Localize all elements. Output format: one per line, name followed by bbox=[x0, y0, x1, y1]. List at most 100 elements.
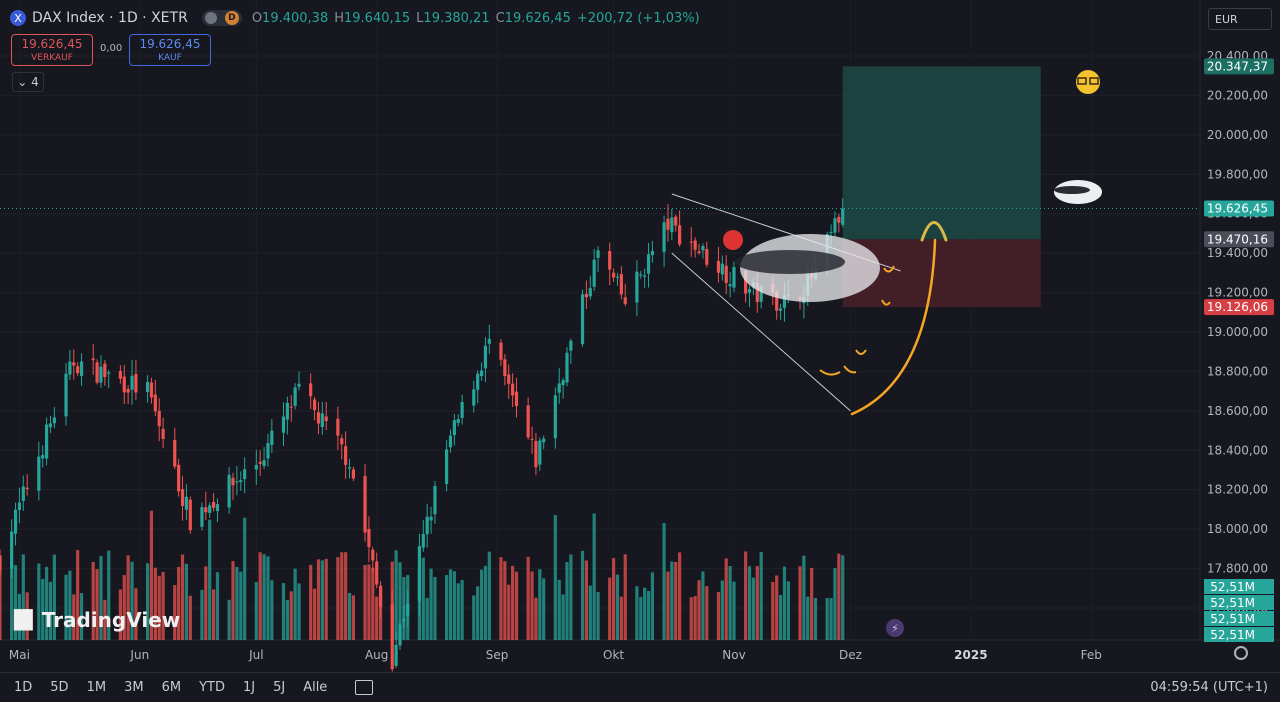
chart-header: X DAX Index · 1D · XETR D O19.400,38 H19… bbox=[10, 8, 706, 28]
volume-bar bbox=[184, 563, 189, 640]
ohlc-high: H19.640,15 bbox=[334, 10, 411, 26]
candle-body bbox=[266, 443, 270, 459]
sell-button[interactable]: 19.626,45 VERKAUF bbox=[11, 34, 93, 66]
flash-icon[interactable]: ⚡ bbox=[886, 619, 904, 637]
candle-body bbox=[363, 476, 367, 533]
candle-body bbox=[344, 446, 348, 465]
volume-bar bbox=[643, 587, 647, 640]
volume-bar bbox=[499, 557, 503, 640]
candle-body bbox=[584, 293, 589, 298]
candle-body bbox=[646, 254, 651, 274]
candle-body bbox=[445, 449, 449, 485]
timeframe-alle[interactable]: Alle bbox=[303, 680, 328, 695]
delay-badge: D bbox=[224, 11, 239, 25]
candle-body bbox=[565, 352, 569, 383]
candle-body bbox=[511, 383, 515, 396]
x-tick-label: 2025 bbox=[954, 648, 987, 662]
market-status-toggle[interactable]: D bbox=[201, 10, 242, 26]
volume-bar bbox=[107, 550, 111, 640]
volume-bar bbox=[25, 592, 29, 640]
volume-bar bbox=[526, 556, 530, 640]
gear-icon[interactable] bbox=[1234, 646, 1248, 660]
candle-body bbox=[227, 474, 231, 508]
candle-body bbox=[611, 272, 616, 278]
timeframe-5d[interactable]: 5D bbox=[50, 680, 69, 695]
timeframe-1d[interactable]: 1D bbox=[14, 680, 33, 695]
candle-body bbox=[188, 499, 192, 531]
tradingview-watermark: █▌ TradingView bbox=[14, 608, 181, 632]
candle-body bbox=[371, 549, 375, 561]
badger-stripe bbox=[735, 250, 845, 274]
timeframe-1m[interactable]: 1M bbox=[86, 680, 107, 695]
candle-body bbox=[235, 481, 239, 483]
volume-bar bbox=[351, 595, 355, 640]
candle-body bbox=[619, 274, 623, 295]
candle-body bbox=[262, 460, 266, 466]
y-tick-label: 20.000,00 bbox=[1207, 128, 1268, 142]
candle-body bbox=[778, 308, 783, 311]
candle-body bbox=[285, 402, 289, 420]
volume-bar bbox=[231, 561, 235, 640]
volume-bar bbox=[285, 599, 289, 640]
buy-button[interactable]: 19.626,45 KAUF bbox=[129, 34, 211, 66]
volume-bar bbox=[565, 561, 569, 640]
candle-body bbox=[37, 456, 41, 491]
symbol-title[interactable]: DAX Index · 1D · XETR bbox=[32, 10, 188, 26]
volume-bar bbox=[472, 595, 476, 640]
volume-bar bbox=[122, 575, 126, 640]
candle-body bbox=[553, 395, 557, 439]
volume-bar bbox=[716, 592, 721, 640]
volume-bar bbox=[732, 581, 736, 640]
indicator-toggle[interactable]: ⌄ 4 bbox=[12, 72, 44, 92]
clock[interactable]: 04:59:54 (UTC+1) bbox=[1150, 680, 1268, 695]
candle-body bbox=[650, 251, 655, 256]
currency-select[interactable]: EUR bbox=[1208, 8, 1272, 30]
volume-bar bbox=[775, 575, 779, 640]
currency-label: EUR bbox=[1215, 12, 1238, 26]
candle-body bbox=[732, 266, 736, 288]
timeframe-6m[interactable]: 6M bbox=[161, 680, 182, 695]
candle-body bbox=[68, 361, 72, 375]
candle-body bbox=[755, 282, 759, 302]
annotation-tick bbox=[843, 365, 857, 374]
candle-body bbox=[720, 263, 724, 275]
volume-bar bbox=[402, 577, 406, 640]
volume-bar bbox=[227, 599, 231, 640]
volume-bar bbox=[161, 571, 165, 640]
timeframe-5j[interactable]: 5J bbox=[273, 680, 286, 695]
annotation-tick bbox=[881, 299, 891, 306]
candle-body bbox=[487, 338, 491, 344]
calendar-range-icon[interactable] bbox=[355, 680, 374, 695]
y-tick-label: 18.400,00 bbox=[1207, 443, 1268, 457]
candle-body bbox=[479, 370, 484, 377]
timeframe-3m[interactable]: 3M bbox=[124, 680, 144, 695]
candle-body bbox=[472, 389, 476, 406]
volume-label-bg bbox=[1204, 595, 1274, 610]
timeframe-ytd[interactable]: YTD bbox=[199, 680, 225, 695]
price-label: 20.347,37 bbox=[1207, 59, 1268, 73]
volume-bar bbox=[674, 562, 678, 640]
volume-bar bbox=[511, 565, 515, 640]
y-tick-label: 17.800,00 bbox=[1207, 562, 1268, 576]
volume-bar bbox=[394, 550, 398, 640]
volume-bar bbox=[580, 550, 585, 640]
volume-bar bbox=[705, 586, 709, 640]
candle-body bbox=[670, 217, 674, 233]
timeframe-1j[interactable]: 1J bbox=[242, 680, 256, 695]
emoji-glasses bbox=[1077, 77, 1087, 85]
candle-body bbox=[747, 289, 752, 293]
y-tick-label: 19.000,00 bbox=[1207, 325, 1268, 339]
candle-body bbox=[674, 216, 678, 226]
volume-bar bbox=[476, 586, 480, 640]
volume-bar bbox=[258, 552, 262, 640]
volume-bar bbox=[452, 571, 456, 640]
volume-bar bbox=[569, 554, 573, 640]
volume-bar bbox=[802, 555, 806, 640]
candle-body bbox=[615, 276, 620, 278]
x-tick-label: Okt bbox=[603, 648, 624, 662]
volume-bar bbox=[243, 517, 247, 640]
volume-label: 52,51M bbox=[1210, 580, 1255, 594]
symbol-x-icon[interactable]: X bbox=[10, 10, 26, 26]
volume-bar bbox=[153, 567, 157, 640]
